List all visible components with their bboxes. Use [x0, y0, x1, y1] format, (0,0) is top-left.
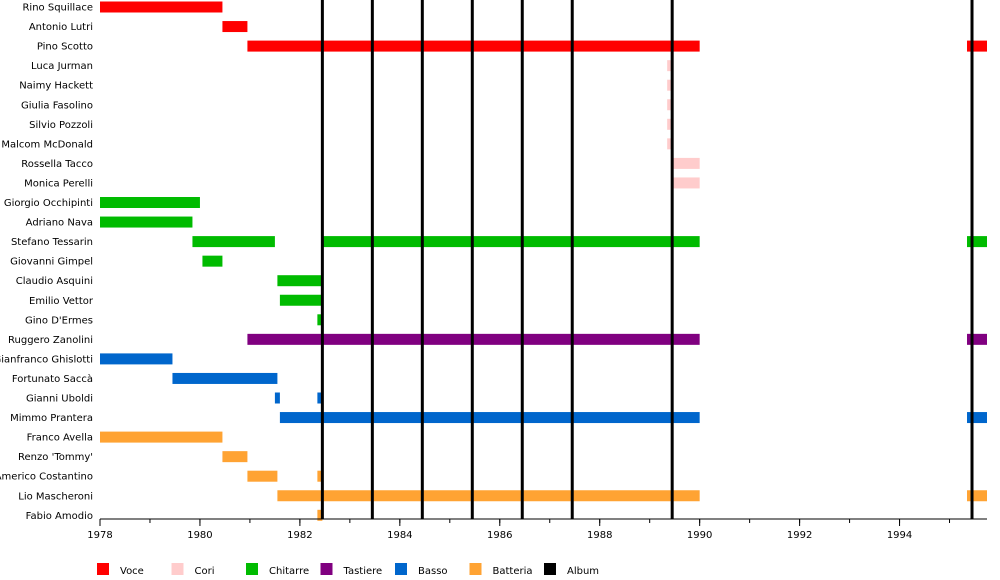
member-name-giulia-fasolino: Giulia Fasolino — [21, 100, 93, 111]
member-name-lio-mascheroni: Lio Mascheroni — [18, 491, 93, 502]
legend-swatch-chitarre — [246, 563, 258, 575]
bar-stefano-tessarin-chitarre-0 — [192, 236, 275, 248]
bar-adriano-nava-chitarre-0 — [100, 216, 193, 228]
member-name-fortunato-sacc: Fortunato Saccà — [12, 373, 93, 385]
x-tick-label-1984: 1984 — [387, 530, 412, 541]
x-axis: 1978 1980 1982 1984 1986 1988 1990 1992 1994 — [87, 518, 987, 541]
member-name-franco-avella: Franco Avella — [27, 433, 93, 444]
member-name-gino-d-ermes: Gino D'Ermes — [25, 315, 93, 326]
bar-giulia-fasolino-cori-0 — [667, 99, 673, 111]
member-name-antonio-lutri: Antonio Lutri — [29, 22, 93, 33]
bar-renzo-tommy-batteria-0 — [222, 451, 248, 463]
member-name-giovanni-gimpel: Giovanni Gimpel — [10, 257, 93, 268]
bar-mimmo-prantera-basso-1 — [967, 412, 987, 424]
x-tick-label-1980: 1980 — [187, 530, 212, 541]
member-name-malcom-mcdonald: Malcom McDonald — [1, 139, 93, 150]
bar-mimmo-prantera-basso-0 — [279, 412, 700, 424]
bar-stefano-tessarin-chitarre-1 — [322, 236, 700, 248]
legend: Voce Cori Chitarre Tastiere Basso Batteria Alb… — [97, 563, 599, 577]
legend-label-batteria: Batteria — [493, 566, 533, 577]
bar-franco-avella-batteria-0 — [100, 431, 223, 443]
legend-swatch-basso — [395, 563, 407, 575]
member-name-giorgio-occhipinti: Giorgio Occhipinti — [4, 198, 93, 209]
legend-label-voce: Voce — [120, 566, 144, 577]
x-tick-label-1978: 1978 — [87, 530, 112, 541]
member-name-gianfranco-ghislotti: Gianfranco Ghislotti — [0, 354, 93, 365]
member-name-gianni-uboldi: Gianni Uboldi — [26, 394, 93, 405]
legend-swatch-album — [544, 563, 556, 575]
bar-gino-d-ermes-chitarre-0 — [317, 314, 323, 326]
x-tick-label-1986: 1986 — [487, 530, 512, 541]
member-name-renzo-tommy: Renzo 'Tommy' — [18, 452, 93, 463]
member-names: Rino Squillace Antonio Lutri Pino Scotto Lu… — [0, 3, 94, 522]
member-name-americo-costantino: Americo Costantino — [0, 472, 93, 483]
membership-bars — [100, 1, 987, 521]
bar-pino-scotto-voce-1 — [967, 40, 987, 52]
bar-fabio-amodio-batteria-0 — [317, 509, 323, 521]
bar-ruggero-zanolini-tastiere-1 — [967, 333, 987, 345]
member-name-silvio-pozzoli: Silvio Pozzoli — [29, 120, 93, 131]
legend-label-tastiere: Tastiere — [343, 566, 383, 577]
legend-swatch-batteria — [469, 563, 482, 575]
x-tick-label-1994: 1994 — [887, 530, 912, 541]
x-tick-label-1982: 1982 — [287, 530, 312, 541]
bar-rossella-tacco-cori-0 — [672, 157, 700, 169]
bar-fortunato-sacc-basso-0 — [172, 372, 278, 384]
bar-giovanni-gimpel-chitarre-0 — [202, 255, 223, 267]
member-name-fabio-amodio: Fabio Amodio — [26, 511, 93, 522]
bar-rino-squillace-voce-0 — [100, 1, 223, 13]
bar-luca-jurman-cori-0 — [667, 60, 673, 72]
legend-swatch-cori — [171, 563, 184, 575]
member-name-pino-scotto: Pino Scotto — [37, 42, 93, 53]
member-name-stefano-tessarin: Stefano Tessarin — [11, 237, 93, 248]
member-name-naimy-hackett: Naimy Hackett — [19, 81, 93, 92]
bar-silvio-pozzoli-cori-0 — [667, 118, 673, 130]
bar-emilio-vettor-chitarre-0 — [279, 294, 323, 306]
bar-stefano-tessarin-chitarre-2 — [967, 236, 987, 248]
legend-label-basso: Basso — [418, 566, 448, 577]
bar-lio-mascheroni-batteria-1 — [967, 490, 987, 502]
member-name-rino-squillace: Rino Squillace — [22, 3, 93, 14]
legend-swatch-tastiere — [320, 563, 333, 575]
legend-swatch-voce — [97, 563, 109, 575]
member-name-adriano-nava: Adriano Nava — [26, 218, 93, 229]
member-name-emilio-vettor: Emilio Vettor — [29, 296, 94, 307]
bar-gianni-uboldi-basso-1 — [317, 392, 323, 404]
x-tick-label-1990: 1990 — [687, 530, 712, 541]
legend-label-album: Album — [567, 566, 599, 577]
bar-malcom-mcdonald-cori-0 — [667, 138, 673, 150]
bar-americo-costantino-batteria-1 — [317, 470, 323, 482]
album-lines — [320, 0, 974, 519]
bar-gianfranco-ghislotti-basso-0 — [100, 353, 173, 365]
bar-monica-perelli-cori-0 — [672, 177, 700, 189]
member-name-claudio-asquini: Claudio Asquini — [16, 276, 93, 287]
bar-lio-mascheroni-batteria-0 — [277, 490, 700, 502]
member-name-luca-jurman: Luca Jurman — [31, 61, 93, 72]
bar-americo-costantino-batteria-0 — [247, 470, 278, 482]
x-tick-label-1988: 1988 — [587, 530, 612, 541]
x-tick-label-1992: 1992 — [787, 530, 812, 541]
bar-claudio-asquini-chitarre-0 — [277, 275, 323, 287]
member-name-rossella-tacco: Rossella Tacco — [21, 159, 93, 170]
member-name-mimmo-prantera: Mimmo Prantera — [10, 413, 93, 424]
bar-giorgio-occhipinti-chitarre-0 — [100, 197, 200, 208]
legend-label-chitarre: Chitarre — [269, 566, 309, 577]
legend-label-cori: Cori — [195, 566, 215, 577]
member-name-monica-perelli: Monica Perelli — [24, 178, 93, 189]
bar-gianni-uboldi-basso-0 — [274, 392, 280, 404]
member-name-ruggero-zanolini: Ruggero Zanolini — [8, 335, 93, 346]
bar-naimy-hackett-cori-0 — [667, 79, 673, 91]
bar-antonio-lutri-voce-0 — [222, 21, 248, 33]
